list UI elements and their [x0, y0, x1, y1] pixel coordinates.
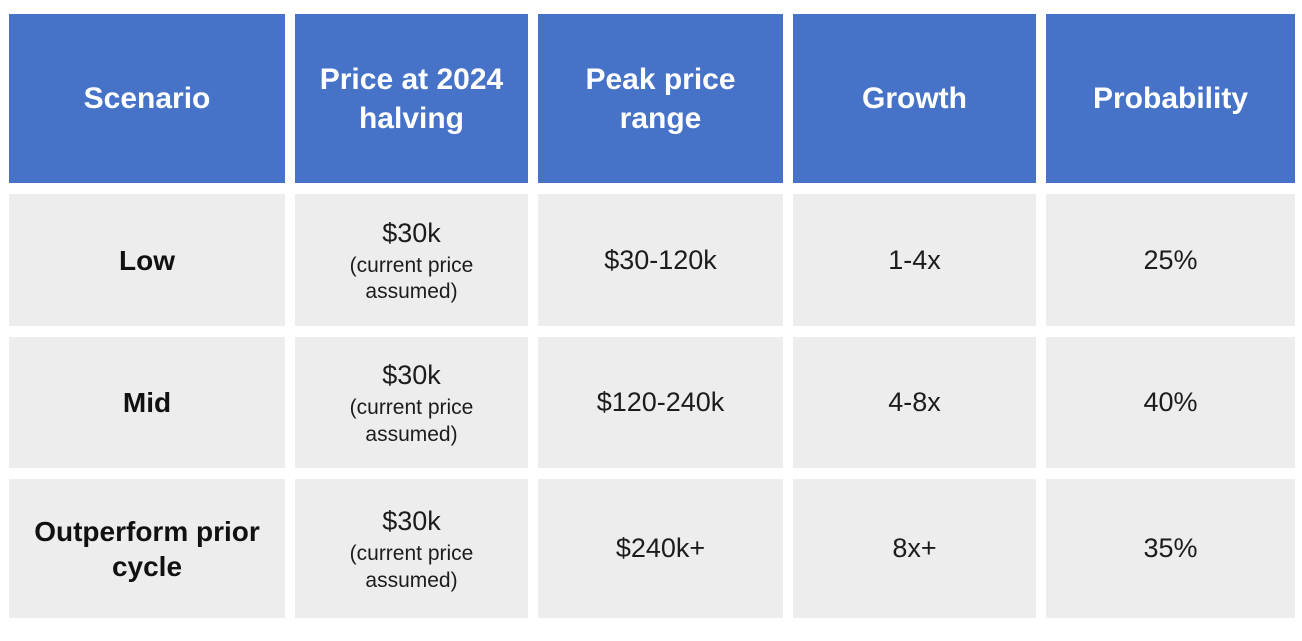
growth-value: 1-4x	[888, 244, 941, 275]
cell-peak-range-mid: $120-240k	[538, 337, 783, 468]
cell-probability-low: 25%	[1046, 194, 1295, 326]
cell-peak-range-outperform: $240k+	[538, 479, 783, 618]
scenario-label: Mid	[122, 387, 172, 418]
probability-value: 35%	[1143, 533, 1198, 564]
scenario-label: Low	[119, 244, 175, 276]
cell-growth-outperform: 8x+	[793, 479, 1036, 618]
peak-range-value: $30-120k	[604, 244, 717, 275]
column-header-peak-price-range: Peak price range	[538, 14, 783, 183]
price-value: $30k	[382, 217, 441, 248]
price-note: (current price assumed)	[349, 253, 474, 304]
cell-probability-outperform: 35%	[1046, 479, 1295, 618]
cell-price-outperform: $30k (current price assumed)	[295, 479, 528, 618]
cell-growth-mid: 4-8x	[793, 337, 1036, 468]
cell-scenario-outperform: Outperform prior cycle	[9, 479, 285, 618]
column-header-label: Peak price range	[585, 62, 736, 135]
cell-peak-range-low: $30-120k	[538, 194, 783, 326]
price-value: $30k	[382, 506, 441, 537]
growth-value: 4-8x	[888, 387, 941, 418]
cell-scenario-low: Low	[9, 194, 285, 326]
price-note: (current price assumed)	[349, 396, 474, 446]
column-header-probability: Probability	[1046, 14, 1295, 183]
cell-growth-low: 1-4x	[793, 194, 1036, 326]
column-header-price-at-2024-halving: Price at 2024 halving	[295, 14, 528, 183]
column-header-scenario: Scenario	[9, 14, 285, 183]
probability-value: 40%	[1143, 387, 1198, 418]
scenario-table: Scenario Price at 2024 halving Peak pric…	[9, 14, 1295, 618]
cell-price-low: $30k (current price assumed)	[295, 194, 528, 326]
cell-price-mid: $30k (current price assumed)	[295, 337, 528, 468]
column-header-label: Growth	[862, 82, 967, 115]
growth-value: 8x+	[892, 533, 937, 564]
scenario-label: Outperform prior cycle	[34, 515, 260, 582]
cell-probability-mid: 40%	[1046, 337, 1295, 468]
column-header-growth: Growth	[793, 14, 1036, 183]
peak-range-value: $240k+	[615, 533, 706, 564]
price-value: $30k	[382, 360, 441, 391]
probability-value: 25%	[1143, 244, 1198, 275]
cell-scenario-mid: Mid	[9, 337, 285, 468]
column-header-label: Price at 2024 halving	[319, 62, 504, 135]
column-header-label: Probability	[1092, 82, 1249, 115]
peak-range-value: $120-240k	[596, 387, 725, 418]
column-header-label: Scenario	[83, 82, 211, 115]
price-note: (current price assumed)	[349, 542, 474, 592]
